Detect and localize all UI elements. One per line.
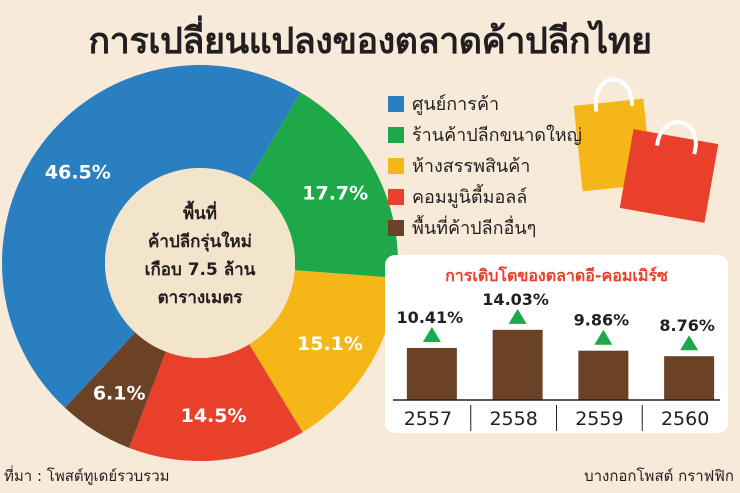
slice-value-label: 6.1% (93, 382, 146, 404)
legend: ศูนย์การค้าร้านค้าปลีกขนาดใหญ่ห้างสรรพสิ… (388, 88, 582, 243)
bar-value-label: 8.76% (659, 316, 715, 335)
year-label: 2560 (661, 408, 709, 430)
donut-slice (248, 92, 398, 279)
legend-item: พื้นที่ค้าปลีกอื่นๆ (388, 212, 582, 243)
ecommerce-bar (492, 329, 543, 400)
legend-item: ร้านค้าปลีกขนาดใหญ่ (388, 119, 582, 150)
slice-value-label: 14.5% (181, 405, 247, 427)
up-arrow-icon (680, 335, 699, 351)
bar-value-label: 14.03% (482, 290, 549, 309)
ecommerce-bar (406, 347, 457, 400)
legend-item: ห้างสรรพสินค้า (388, 150, 582, 181)
legend-item: คอมมูนิตี้มอลล์ (388, 181, 582, 212)
legend-swatch (388, 95, 404, 112)
ecommerce-bar (664, 356, 715, 400)
legend-swatch (388, 157, 404, 174)
year-label: 2557 (404, 408, 452, 430)
ecommerce-bar-chart: 10.41% 2557 14.03% 2558 9.86% 2559 8.76% 2560 (393, 290, 720, 431)
legend-swatch (388, 126, 404, 143)
ecommerce-title: การเติบโตของตลาดอี-คอมเมิร์ซ (445, 266, 668, 285)
shopping-bag-icon (619, 120, 719, 223)
donut-slice (128, 344, 303, 461)
center-line: เกือบ 7.5 ล้าน (144, 260, 256, 280)
ecommerce-growth-panel: การเติบโตของตลาดอี-คอมเมิร์ซ 10.41% 2557 1… (385, 255, 728, 433)
graphic-credit: บางกอกโพสต์ กราฟฟิก (584, 467, 734, 485)
year-label: 2558 (489, 408, 537, 430)
legend-swatch (388, 219, 404, 236)
slice-value-label: 15.1% (297, 333, 363, 355)
donut-center-text: พื้นที่ ค้าปลีกรุ่นใหม่ เกือบ 7.5 ล้าน ต… (105, 200, 295, 312)
bar-value-label: 9.86% (574, 311, 630, 330)
legend-label: คอมมูนิตี้มอลล์ (412, 187, 528, 208)
year-label: 2559 (575, 408, 623, 430)
ecommerce-bar (578, 350, 629, 400)
donut-hole (105, 168, 295, 358)
donut-slice (1, 64, 301, 408)
slice-value-label: 17.7% (302, 182, 368, 204)
legend-label: ศูนย์การค้า (412, 94, 500, 115)
legend-label: ร้านค้าปลีกขนาดใหญ่ (412, 125, 582, 146)
donut-slice (64, 332, 166, 448)
slice-value-label: 46.5% (45, 162, 111, 184)
donut-slice (249, 270, 398, 433)
source-note: ที่มา : โพสต์ทูเดย์รวบรวม (4, 467, 170, 485)
page-title: การเปลี่ยนแปลงของตลาดค้าปลีกไทย (88, 21, 652, 62)
legend-item: ศูนย์การค้า (388, 88, 582, 119)
legend-label: พื้นที่ค้าปลีกอื่นๆ (412, 218, 537, 239)
bar-value-label: 10.41% (397, 308, 464, 327)
legend-swatch (388, 188, 404, 205)
up-arrow-icon (422, 326, 441, 342)
up-arrow-icon (508, 308, 527, 324)
legend-label: ห้างสรรพสินค้า (412, 156, 531, 177)
center-line: ค้าปลีกรุ่นใหม่ (148, 232, 252, 252)
center-line: พื้นที่ (182, 204, 218, 224)
center-line: ตารางเมตร (157, 288, 243, 308)
up-arrow-icon (594, 329, 613, 345)
